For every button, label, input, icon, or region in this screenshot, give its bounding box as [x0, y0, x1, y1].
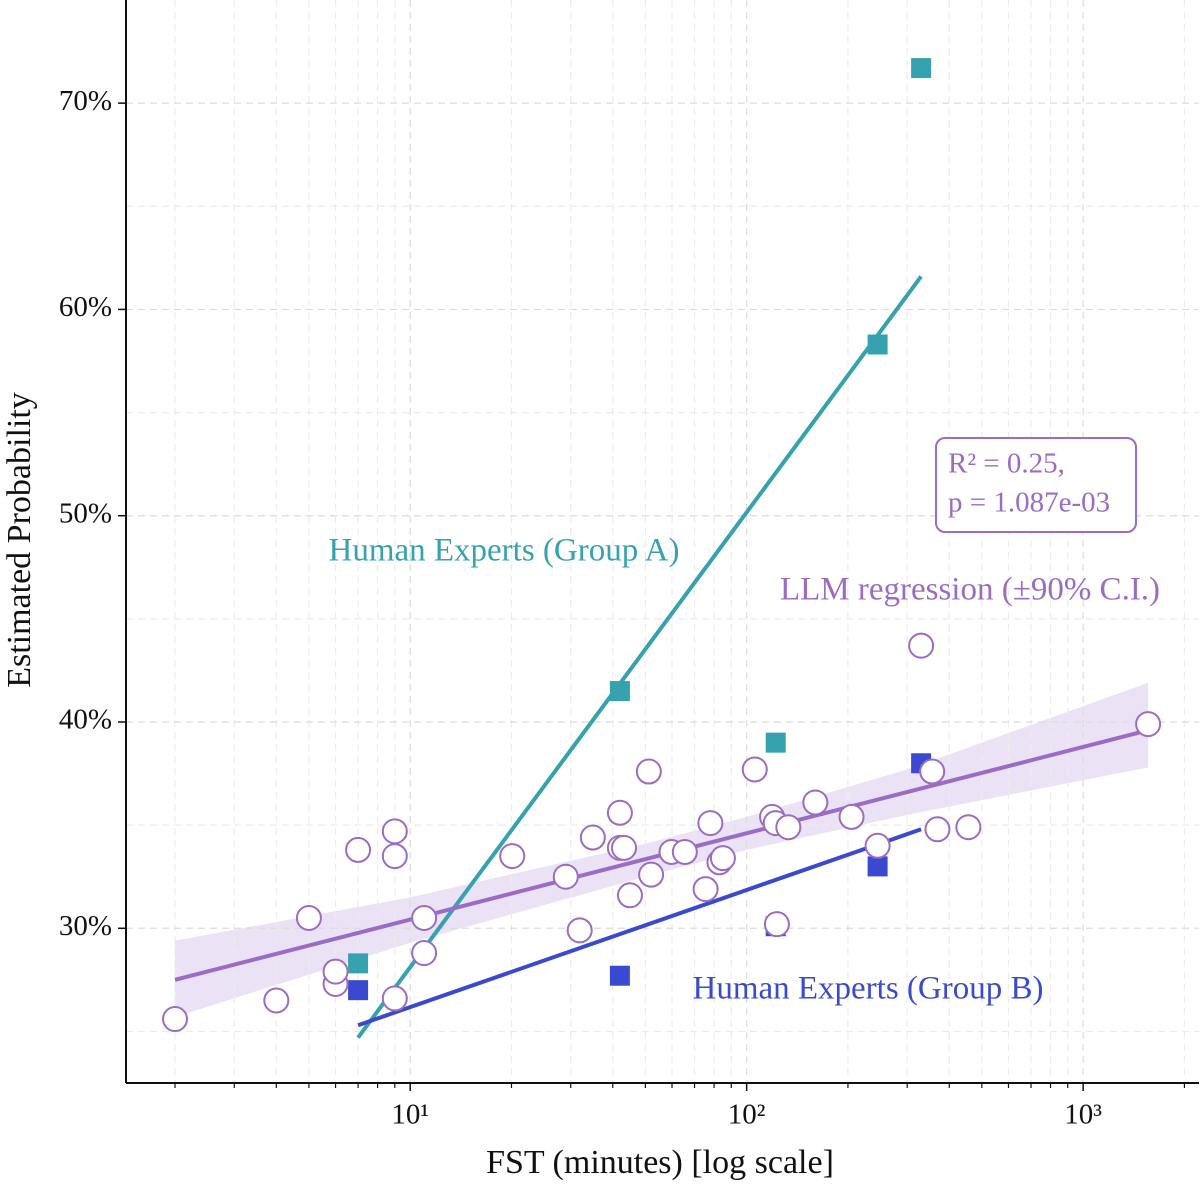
- point: [802, 789, 829, 816]
- point: [635, 758, 662, 785]
- point: [381, 843, 408, 870]
- group-b-label: Human Experts (Group B): [692, 971, 1043, 1007]
- point: [606, 799, 633, 826]
- fit-line: [356, 275, 923, 1039]
- point: [838, 803, 865, 830]
- point: [162, 1006, 189, 1033]
- square-point: [867, 856, 888, 877]
- square-point: [911, 58, 932, 79]
- point: [919, 758, 946, 785]
- point: [345, 836, 372, 863]
- y-tick-label: 40%: [59, 704, 112, 736]
- point: [322, 958, 349, 985]
- point: [499, 843, 526, 870]
- square-point: [348, 953, 369, 974]
- square-point: [867, 334, 888, 355]
- regression-label: LLM regression (±90% C.I.): [780, 572, 1160, 608]
- point: [411, 904, 438, 931]
- point: [295, 904, 322, 931]
- point: [671, 838, 698, 865]
- square-point: [765, 732, 786, 753]
- y-tick-label: 60%: [59, 291, 112, 323]
- point: [566, 917, 593, 944]
- x-tick-label: 10¹: [391, 1099, 429, 1131]
- square-point: [609, 965, 630, 986]
- square-point: [348, 980, 369, 1001]
- x-tick-label: 10²: [728, 1099, 766, 1131]
- point: [616, 882, 643, 909]
- x-tick-label: 10³: [1064, 1099, 1102, 1131]
- point: [955, 814, 982, 841]
- point: [579, 824, 606, 851]
- point: [381, 818, 408, 845]
- fit-line: [357, 827, 922, 1028]
- point: [263, 987, 290, 1014]
- point: [411, 940, 438, 967]
- point: [638, 861, 665, 888]
- y-tick-label: 70%: [59, 85, 112, 117]
- point: [697, 810, 724, 837]
- point: [908, 632, 935, 659]
- y-tick-label: 50%: [59, 497, 112, 529]
- y-axis-label: Estimated Probability: [1, 392, 38, 688]
- square-point: [609, 681, 630, 702]
- point: [924, 816, 951, 843]
- point: [763, 911, 790, 938]
- point: [864, 832, 891, 859]
- point: [1135, 711, 1162, 738]
- r-squared: R² = 0.25,: [948, 448, 1065, 480]
- group-a-label: Human Experts (Group A): [328, 533, 679, 569]
- point: [709, 845, 736, 872]
- p-value: p = 1.087e-03: [948, 487, 1110, 519]
- point: [741, 756, 768, 783]
- point: [692, 876, 719, 903]
- point: [611, 834, 638, 861]
- y-tick-label: 30%: [59, 910, 112, 942]
- point: [775, 814, 802, 841]
- point: [552, 863, 579, 890]
- x-axis-label: FST (minutes) [log scale]: [486, 1144, 834, 1181]
- stats-box: [935, 437, 1137, 533]
- point: [381, 985, 408, 1012]
